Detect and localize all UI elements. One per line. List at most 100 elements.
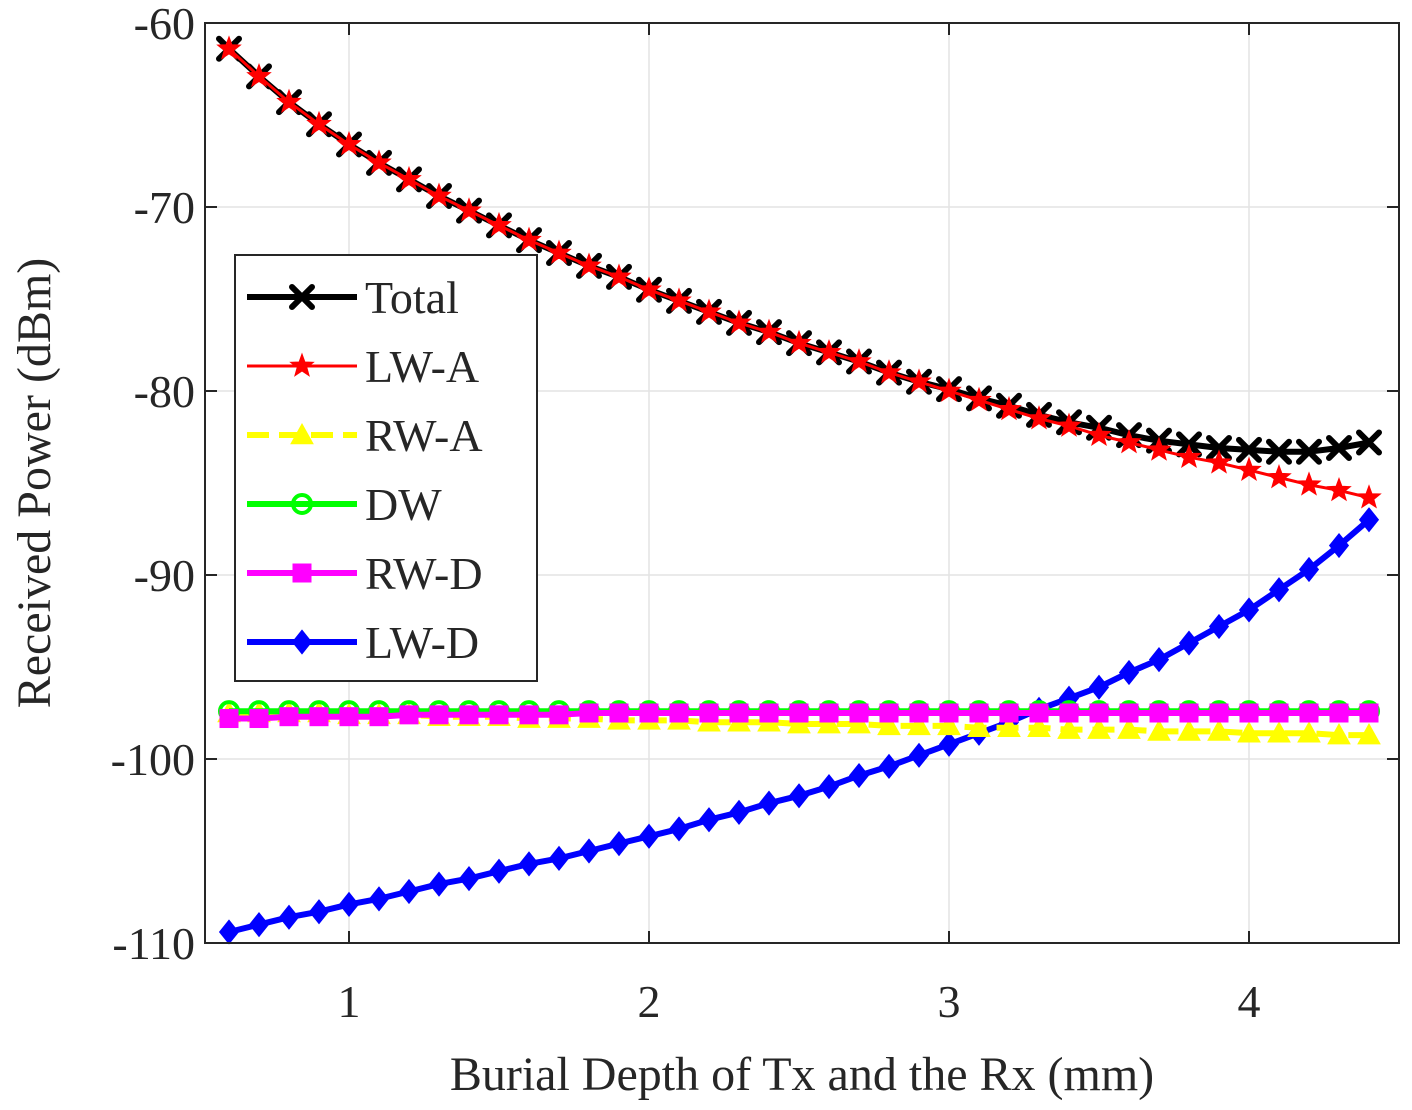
- data-point: [1116, 429, 1142, 454]
- legend-label: Total: [365, 272, 459, 323]
- data-point: [1119, 703, 1139, 723]
- data-point: [549, 705, 569, 725]
- data-point: [518, 851, 540, 877]
- data-point: [1089, 703, 1109, 723]
- data-point: [1359, 703, 1379, 723]
- data-point: [938, 731, 960, 757]
- data-point: [1148, 647, 1170, 673]
- x-tick-label: 2: [638, 976, 661, 1027]
- data-point: [696, 298, 722, 323]
- data-point: [309, 707, 329, 727]
- data-point: [1269, 703, 1289, 723]
- data-point: [789, 703, 809, 723]
- data-point: [459, 705, 479, 725]
- data-point: [1206, 435, 1232, 462]
- data-point: [1056, 412, 1082, 437]
- data-point: [1297, 721, 1321, 743]
- data-point: [848, 762, 870, 789]
- legend-label: RW-D: [365, 548, 483, 599]
- data-point: [609, 703, 629, 723]
- legend-item: DW: [247, 479, 442, 530]
- data-point: [606, 263, 632, 288]
- data-point: [429, 705, 449, 725]
- data-point: [997, 715, 1021, 738]
- data-point: [219, 709, 239, 729]
- data-point: [1088, 674, 1110, 700]
- data-point: [817, 712, 841, 734]
- legend-marker: [289, 352, 315, 377]
- data-point: [546, 239, 572, 264]
- y-tick-label: -100: [111, 734, 195, 785]
- data-point: [1177, 719, 1201, 741]
- data-point: [1059, 703, 1079, 723]
- data-point: [786, 329, 812, 355]
- data-point: [787, 712, 811, 734]
- data-point: [666, 287, 692, 312]
- data-point: [216, 35, 242, 60]
- data-point: [1237, 721, 1261, 743]
- data-point: [1176, 443, 1202, 469]
- y-tick-label: -60: [134, 0, 195, 49]
- data-point: [548, 845, 570, 871]
- data-point: [1026, 405, 1052, 430]
- data-point: [426, 182, 452, 207]
- data-point: [489, 705, 509, 725]
- data-point: [1146, 436, 1172, 461]
- data-point: [819, 703, 839, 723]
- legend-item: Total: [247, 272, 459, 323]
- data-point: [669, 703, 689, 723]
- series-rw-d: [219, 703, 1379, 729]
- legend-label: RW-A: [365, 410, 483, 461]
- data-point: [1357, 723, 1381, 745]
- data-point: [1356, 429, 1382, 456]
- data-point: [428, 871, 450, 897]
- data-point: [516, 226, 542, 251]
- legend-item: RW-A: [247, 410, 483, 461]
- data-point: [939, 703, 959, 723]
- series-layer: [216, 35, 1382, 945]
- y-tick-label: -110: [112, 918, 195, 969]
- data-point: [278, 904, 300, 930]
- data-point: [1266, 438, 1292, 465]
- data-point: [966, 386, 992, 412]
- series-lw-d: [218, 507, 1380, 945]
- data-point: [308, 899, 330, 925]
- data-point: [999, 703, 1019, 723]
- data-point: [698, 807, 720, 833]
- y-tick-label: -80: [134, 366, 195, 417]
- data-point: [519, 705, 539, 725]
- data-point: [908, 742, 930, 768]
- data-point: [969, 703, 989, 723]
- data-point: [877, 713, 901, 736]
- data-point: [1327, 723, 1351, 745]
- legend-marker: [290, 422, 314, 445]
- data-point: [758, 790, 780, 816]
- legend-item: LW-D: [247, 617, 479, 668]
- data-point: [336, 130, 362, 156]
- data-point: [276, 88, 302, 113]
- data-point: [396, 165, 422, 191]
- data-point: [1296, 438, 1322, 465]
- data-point: [1087, 717, 1111, 739]
- legend-marker: [289, 284, 315, 310]
- series-lw-a: [216, 35, 1382, 509]
- data-point: [1268, 577, 1290, 603]
- legend: Total LW-A RW-A DW RW-D LW-D: [234, 254, 538, 682]
- data-point: [1296, 471, 1322, 496]
- data-point: [1206, 449, 1232, 474]
- legend-label: DW: [365, 479, 442, 530]
- data-point: [338, 891, 360, 917]
- legend-item: LW-A: [247, 341, 479, 392]
- data-point: [729, 703, 749, 723]
- data-point: [1147, 719, 1171, 741]
- data-point: [668, 816, 690, 842]
- data-point: [818, 773, 840, 800]
- data-point: [456, 197, 482, 222]
- x-tick-label: 1: [338, 976, 361, 1027]
- data-point: [1328, 532, 1350, 559]
- data-point: [1029, 703, 1049, 723]
- data-point: [909, 703, 929, 723]
- data-point: [248, 911, 270, 938]
- legend-marker: [292, 563, 312, 583]
